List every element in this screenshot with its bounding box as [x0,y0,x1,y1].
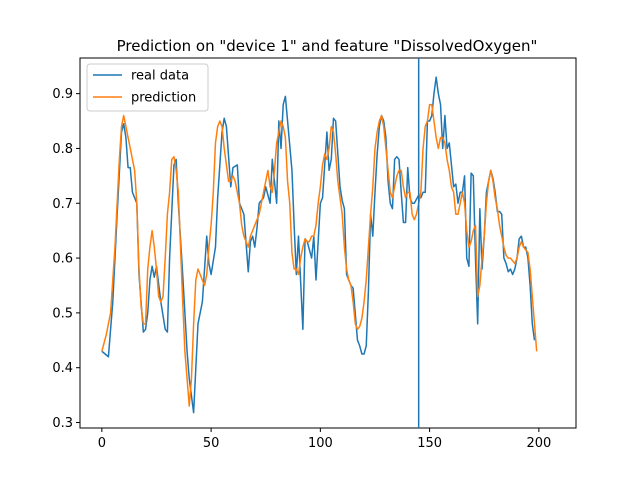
y-tick-label: 0.4 [52,361,73,376]
x-tick-label: 150 [417,436,442,451]
y-tick-label: 0.5 [52,306,73,321]
y-tick-label: 0.9 [52,87,73,102]
chart-title: Prediction on "device 1" and feature "Di… [117,37,538,55]
y-tick-label: 0.3 [52,416,73,431]
legend-label: real data [131,69,189,84]
x-tick-label: 50 [203,436,220,451]
y-axis: 0.3 0.4 0.5 0.6 0.7 0.8 0.9 [52,87,80,431]
x-tick-label: 0 [98,436,106,451]
x-tick-label: 200 [526,436,551,451]
y-tick-label: 0.8 [52,142,73,157]
legend-label: prediction [131,91,196,106]
series-layer [101,58,538,428]
series-line-prediction [101,103,538,407]
y-tick-label: 0.6 [52,252,73,267]
x-tick-label: 100 [308,436,333,451]
plot-area-frame [79,57,577,429]
y-tick-label: 0.7 [52,197,73,212]
legend: real data prediction [86,63,209,112]
x-axis: 0 50 100 150 200 [98,428,551,451]
